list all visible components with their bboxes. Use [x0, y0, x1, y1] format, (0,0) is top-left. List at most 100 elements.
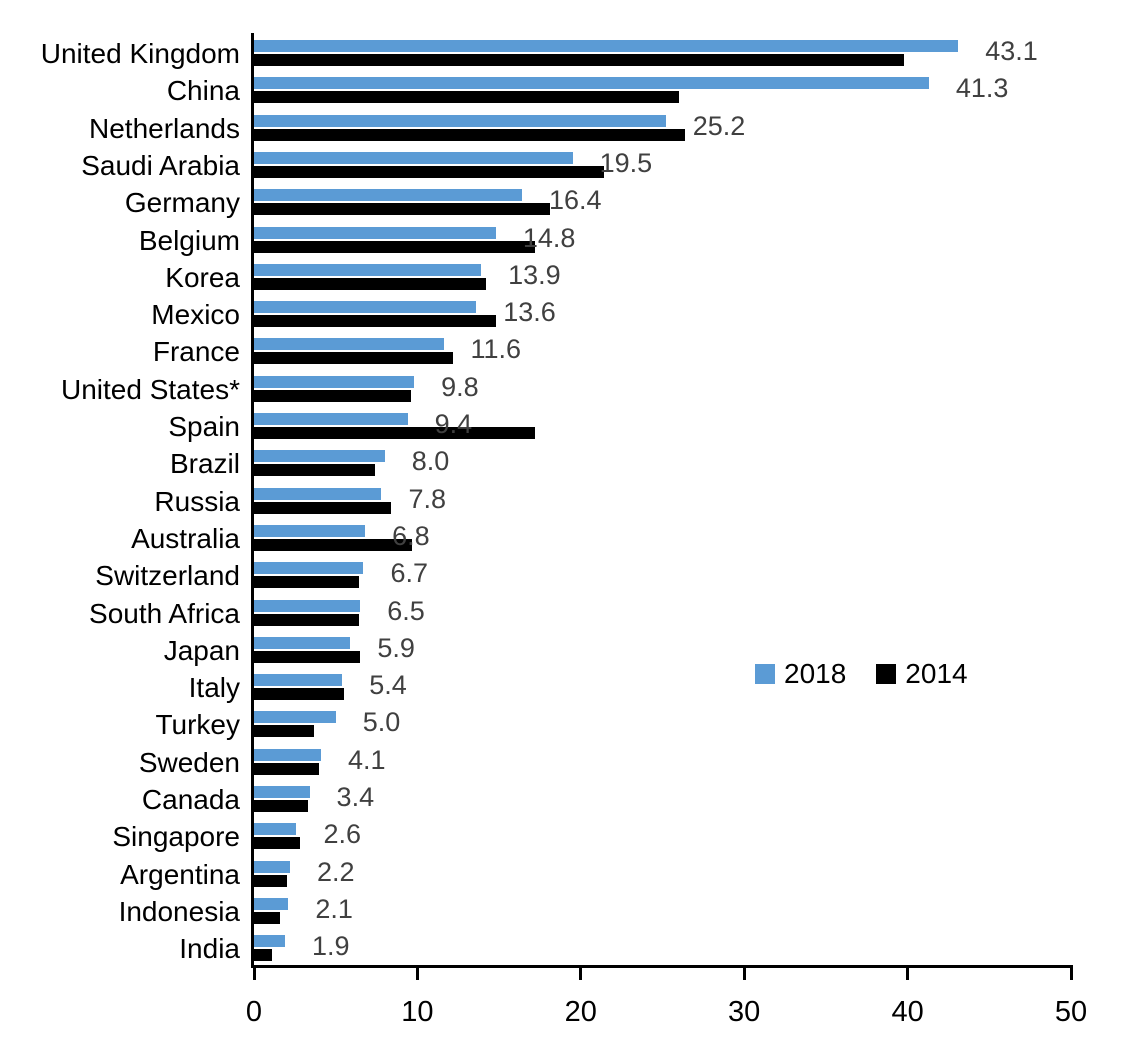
x-tick-mark — [252, 966, 256, 980]
bar-2018 — [254, 114, 666, 127]
y-axis-line — [251, 33, 254, 968]
value-label: 5.0 — [362, 707, 401, 738]
value-label: 4.1 — [347, 744, 386, 775]
bar-2018 — [254, 450, 385, 463]
bar-2018 — [254, 935, 286, 948]
category-label: Argentina — [120, 858, 240, 890]
bar-2014 — [254, 427, 536, 439]
legend-swatch-2014-icon — [876, 664, 897, 684]
category-label: China — [166, 75, 240, 107]
category-label: Brazil — [169, 448, 240, 480]
bar-2018 — [254, 674, 343, 687]
bar-2018 — [254, 487, 382, 500]
bar-2014 — [254, 576, 359, 589]
value-label: 2.6 — [323, 819, 362, 850]
legend-label-2014: 2014 — [905, 658, 968, 689]
category-label: United Kingdom — [40, 38, 240, 69]
bar-2014 — [254, 165, 604, 178]
bar-2014 — [254, 538, 413, 551]
x-tick-label: 40 — [891, 996, 924, 1028]
x-tick-label: 20 — [564, 996, 597, 1028]
value-label: 3.4 — [336, 782, 375, 812]
bar-2014 — [254, 240, 536, 253]
bar-2018 — [254, 786, 310, 798]
bar-2018 — [254, 375, 415, 388]
category-label: Netherlands — [89, 112, 240, 144]
bar-2014 — [254, 762, 320, 775]
bar-2018 — [254, 77, 929, 90]
x-axis-line — [251, 965, 1073, 968]
legend-label-2018: 2018 — [784, 658, 847, 689]
bar-2014 — [254, 352, 454, 365]
x-tick-mark — [579, 966, 583, 980]
category-label: Singapore — [112, 821, 240, 853]
x-tick-label: 30 — [728, 996, 761, 1028]
bar-2014 — [254, 91, 679, 104]
category-label: Japan — [163, 634, 240, 666]
value-label: 13.6 — [503, 297, 556, 328]
legend: 2018 2014 — [755, 658, 968, 690]
value-label: 8.0 — [411, 446, 450, 477]
value-label: 6.7 — [390, 558, 429, 589]
value-label: 25.2 — [692, 110, 746, 141]
bar-2014 — [254, 389, 411, 402]
value-label: 2.2 — [316, 856, 355, 887]
bar-2014 — [254, 837, 300, 850]
value-label: 16.4 — [548, 185, 602, 216]
bar-2018 — [254, 40, 959, 52]
bar-2018 — [254, 897, 289, 910]
category-label: Saudi Arabia — [81, 149, 240, 181]
x-tick-mark — [1069, 966, 1073, 980]
bar-2014 — [254, 949, 272, 962]
value-label: 2.1 — [315, 893, 353, 924]
category-label: Russia — [154, 485, 240, 517]
value-label: 5.4 — [369, 670, 407, 701]
category-label: Turkey — [155, 709, 240, 741]
value-label: 6.5 — [387, 595, 425, 626]
bar-2018 — [254, 860, 290, 873]
bar-2018 — [254, 189, 522, 202]
legend-item-2018: 2018 — [755, 658, 846, 690]
value-label: 7.8 — [408, 483, 446, 514]
value-label: 9.4 — [434, 409, 473, 439]
bar-2014 — [254, 800, 308, 812]
bar-2018 — [254, 562, 364, 575]
x-tick-mark — [906, 966, 910, 980]
bar-2014 — [254, 613, 359, 626]
value-label: 43.1 — [985, 36, 1038, 66]
category-label: India — [179, 933, 240, 965]
x-tick-label: 10 — [401, 996, 434, 1028]
value-label: 19.5 — [599, 147, 653, 178]
bar-2014 — [254, 650, 361, 663]
value-label: 13.9 — [508, 259, 561, 290]
bar-2018 — [254, 301, 477, 314]
bar-2014 — [254, 725, 315, 738]
category-label: Mexico — [151, 299, 240, 331]
bar-2018 — [254, 748, 321, 761]
bar-2014 — [254, 464, 375, 477]
bar-2018 — [254, 711, 336, 724]
value-label: 41.3 — [955, 73, 1009, 104]
category-label: Canada — [141, 784, 240, 815]
category-label: Sweden — [138, 746, 240, 778]
bar-2018 — [254, 263, 482, 276]
category-label: Australia — [131, 522, 240, 554]
legend-swatch-2018-icon — [755, 664, 775, 684]
value-label: 9.8 — [441, 371, 479, 402]
bar-2018 — [254, 413, 408, 425]
bar-2018 — [254, 823, 297, 836]
bar-2018 — [254, 226, 496, 239]
bar-2014 — [254, 874, 287, 887]
bar-2014 — [254, 315, 496, 328]
bar-2014 — [254, 277, 487, 290]
category-label: Korea — [165, 261, 240, 293]
bar-2018 — [254, 151, 573, 164]
bar-2018 — [254, 524, 366, 537]
bar-2014 — [254, 54, 905, 66]
bar-2018 — [254, 636, 351, 649]
bar-2014 — [254, 688, 344, 701]
legend-item-2014: 2014 — [876, 658, 968, 690]
category-label: Italy — [188, 672, 240, 704]
category-label: South Africa — [89, 597, 240, 629]
